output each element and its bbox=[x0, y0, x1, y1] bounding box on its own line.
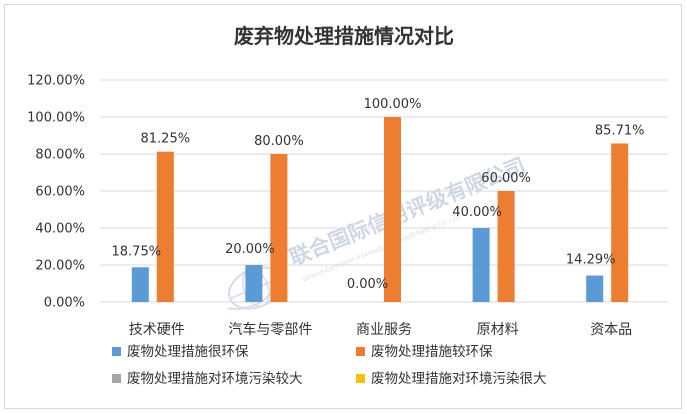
y-tick-label: 100.00% bbox=[27, 111, 85, 126]
chart-title: 废弃物处理措施情况对比 bbox=[234, 24, 454, 48]
data-label: 14.29% bbox=[566, 253, 616, 268]
bars bbox=[131, 117, 629, 302]
bar bbox=[270, 154, 288, 302]
bar bbox=[611, 143, 629, 302]
legend-label: 废物处理措施很环保 bbox=[127, 344, 249, 360]
legend-swatch bbox=[112, 347, 121, 356]
x-tick-label: 资本品 bbox=[590, 322, 632, 338]
legend-item: 废物处理措施对环境污染很大 bbox=[356, 371, 547, 387]
data-label: 100.00% bbox=[364, 97, 422, 112]
bar bbox=[245, 265, 263, 302]
bar-chart: 废弃物处理措施情况对比 联合国际信用评级有限公司 United Continen… bbox=[27, 24, 668, 387]
bar bbox=[472, 228, 490, 302]
y-tick-label: 40.00% bbox=[35, 222, 85, 237]
chart-frame: 废弃物处理措施情况对比 联合国际信用评级有限公司 United Continen… bbox=[4, 4, 682, 409]
legend-swatch bbox=[356, 347, 365, 356]
bar bbox=[497, 191, 515, 302]
legend-item: 废物处理措施很环保 bbox=[112, 344, 249, 360]
legend-label: 废物处理措施对环境污染较大 bbox=[127, 371, 303, 387]
x-axis: 技术硬件 汽车与零部件 商业服务 原材料 资本品 bbox=[129, 321, 632, 338]
y-tick-label: 120.00% bbox=[27, 74, 85, 89]
x-tick-label: 技术硬件 bbox=[129, 322, 185, 338]
legend-swatch bbox=[112, 374, 121, 383]
data-label: 81.25% bbox=[141, 132, 191, 147]
data-label: 40.00% bbox=[452, 205, 502, 220]
x-tick-label: 汽车与零部件 bbox=[228, 321, 312, 338]
y-tick-label: 80.00% bbox=[35, 148, 85, 163]
x-tick-label: 商业服务 bbox=[356, 322, 412, 338]
bar bbox=[156, 151, 174, 302]
y-tick-label: 60.00% bbox=[35, 185, 85, 200]
data-label: 18.75% bbox=[112, 244, 162, 259]
y-tick-label: 20.00% bbox=[35, 259, 85, 274]
y-tick-label: 0.00% bbox=[44, 296, 85, 311]
x-tick-label: 原材料 bbox=[477, 322, 519, 338]
data-label: 80.00% bbox=[254, 134, 304, 149]
y-axis: 0.00% 20.00% 40.00% 60.00% 80.00% 100.00% 120.… bbox=[27, 74, 85, 311]
data-label: 60.00% bbox=[481, 171, 531, 186]
data-labels: 18.75% 81.25% 20.00% 80.00% 0.00% 100.00% 40.0… bbox=[112, 97, 645, 292]
data-label: 0.00% bbox=[347, 277, 388, 292]
legend-label: 废物处理措施较环保 bbox=[371, 344, 493, 360]
legend-item: 废物处理措施对环境污染较大 bbox=[112, 371, 303, 387]
data-label: 85.71% bbox=[595, 123, 645, 138]
legend-swatch bbox=[356, 374, 365, 383]
bar bbox=[131, 267, 149, 302]
bar bbox=[384, 117, 401, 302]
legend-label: 废物处理措施对环境污染很大 bbox=[371, 371, 547, 387]
legend-item: 废物处理措施较环保 bbox=[356, 344, 493, 360]
data-label: 20.00% bbox=[225, 242, 275, 257]
bar bbox=[586, 275, 604, 302]
